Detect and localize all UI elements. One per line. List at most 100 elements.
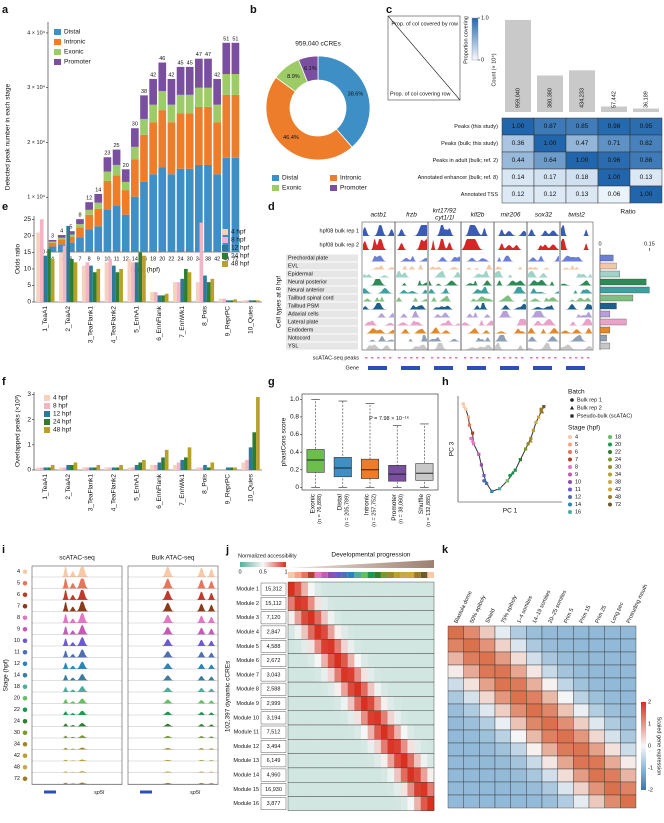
row-label: Peaks (this study) [454,124,498,130]
heat-cell [604,638,621,653]
peak-tick [371,357,374,359]
size-box [260,668,287,682]
box [306,449,325,473]
module-label: Module 8 [236,687,259,693]
heat-cell [526,742,543,757]
stage-dot [22,707,28,713]
legend-dot [608,487,612,492]
stage-track [32,649,122,658]
heat-cell [321,610,329,625]
chart-title: 959,040 cCREs [295,41,341,48]
heat-cell [394,639,402,654]
heat-cell [526,729,543,744]
cell-label: 0.86 [640,157,653,164]
legend-label: 48 hpf [231,261,249,268]
y-tick-label: 1.0 [290,396,299,403]
bar [229,300,234,302]
colorbar-title: Scaled gene expression [656,717,662,776]
heat-cell [447,755,464,770]
stage-track [128,747,218,750]
stage-label: 14 [14,673,20,679]
heat-cell [347,710,355,725]
heat-cell [557,768,574,783]
size-box [260,783,287,796]
x-tick-label: 3_TeaFlank1 [88,306,95,344]
legend-swatch [222,229,228,235]
bar-segment [48,242,57,247]
heat-cell [588,677,605,692]
label-box [286,302,358,310]
bar-segment [94,193,103,203]
heat-cell [288,624,295,640]
heat-cell [414,725,422,740]
heat-cell [361,696,368,711]
cell-track [462,296,493,302]
bar-segment [131,196,139,252]
heat-cell [301,767,309,783]
size-box [260,640,287,653]
stage-track [128,699,218,704]
heat-cell [327,596,335,611]
cell-track [429,288,460,294]
bar [233,299,237,302]
stage-track [128,759,218,761]
column-label: Long pec [610,601,625,624]
heat-cell [407,624,415,640]
heat-cell [367,739,375,754]
cell-track [561,255,592,262]
heat-cell [374,753,382,768]
cell-label: 0.64 [544,157,557,164]
gene-name: sox32 [535,212,553,219]
heat-cell [604,755,621,770]
heat-cell [541,690,558,705]
heat-cell [407,639,415,654]
cell-label: 0.98 [608,123,621,130]
heat-cell [588,638,605,653]
x-axis-title: PC 1 [503,508,518,515]
stage-track [128,626,218,635]
peak-tick [536,357,539,359]
legend-dot [568,480,572,484]
heat-cell [510,625,527,640]
bar-segment [57,237,66,240]
track-title: Bulk ATAC-seq [151,555,194,562]
heat-cell [361,739,368,754]
legend-label: Bulk rep 2 [577,405,602,411]
stage-track [32,590,122,600]
x-tick-label: 4_TeaFlank2 [111,474,118,512]
heat-cell [367,796,375,811]
gene-model [434,366,453,370]
heat-cell [541,729,558,744]
bar-segment [121,181,130,191]
heat-cell [620,755,637,770]
bar [92,272,97,302]
x-tick-label: 42 [214,256,220,262]
y-tick-label: 0 [295,484,299,491]
heat-cell [510,677,527,692]
heat-cell [327,796,335,811]
heat-cell [394,610,402,625]
heat-cell [354,653,362,668]
heat-cell [307,796,315,811]
point [472,442,476,446]
heat-cell [494,742,511,757]
column-label: Prim 25 [595,605,608,625]
peak-tick [554,357,557,359]
bar [164,449,169,470]
heat-cell [341,682,349,697]
stage-track [128,675,218,681]
x-tick-label: 5_EnhA1 [133,306,140,333]
peak-tick [470,357,473,359]
heat-cell [341,739,349,754]
heat-cell [557,651,574,666]
bar [229,467,234,470]
stage-dot [22,603,28,609]
point [510,470,515,475]
stage-dot [22,638,28,644]
heat-cell [447,677,464,692]
heat-cell [394,796,402,811]
heat-cell [288,696,295,711]
stage-strip [394,572,401,578]
row-label: Peaks in adult (bulk; ref. 2) [433,158,499,164]
legend-dot [568,450,572,454]
